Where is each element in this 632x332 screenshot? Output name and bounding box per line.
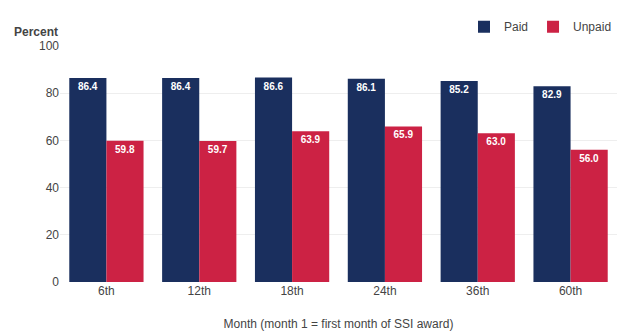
svg-text:0: 0	[52, 275, 59, 289]
svg-text:40: 40	[46, 181, 60, 195]
svg-text:60: 60	[46, 134, 60, 148]
svg-text:56.0: 56.0	[579, 153, 599, 164]
svg-text:6th: 6th	[98, 284, 115, 298]
svg-text:82.9: 82.9	[542, 89, 562, 100]
svg-text:63.0: 63.0	[486, 136, 506, 147]
svg-text:86.1: 86.1	[356, 82, 376, 93]
svg-text:Percent: Percent	[14, 25, 58, 39]
svg-text:59.8: 59.8	[115, 144, 135, 155]
svg-text:36th: 36th	[466, 284, 489, 298]
svg-text:12th: 12th	[188, 284, 211, 298]
svg-text:63.9: 63.9	[301, 134, 321, 145]
svg-text:86.4: 86.4	[78, 81, 98, 92]
svg-text:Unpaid: Unpaid	[573, 20, 611, 34]
svg-text:20: 20	[46, 228, 60, 242]
svg-text:86.4: 86.4	[171, 81, 191, 92]
svg-text:85.2: 85.2	[449, 84, 469, 95]
svg-text:60th: 60th	[559, 284, 582, 298]
svg-text:59.7: 59.7	[208, 144, 228, 155]
svg-text:65.9: 65.9	[394, 129, 414, 140]
svg-text:24th: 24th	[373, 284, 396, 298]
svg-text:80: 80	[46, 86, 60, 100]
svg-text:Month (month 1 = first month o: Month (month 1 = first month of SSI awar…	[224, 317, 454, 331]
svg-text:Paid: Paid	[504, 20, 528, 34]
svg-text:86.6: 86.6	[264, 81, 284, 92]
svg-text:100: 100	[39, 39, 59, 53]
svg-text:18th: 18th	[280, 284, 303, 298]
